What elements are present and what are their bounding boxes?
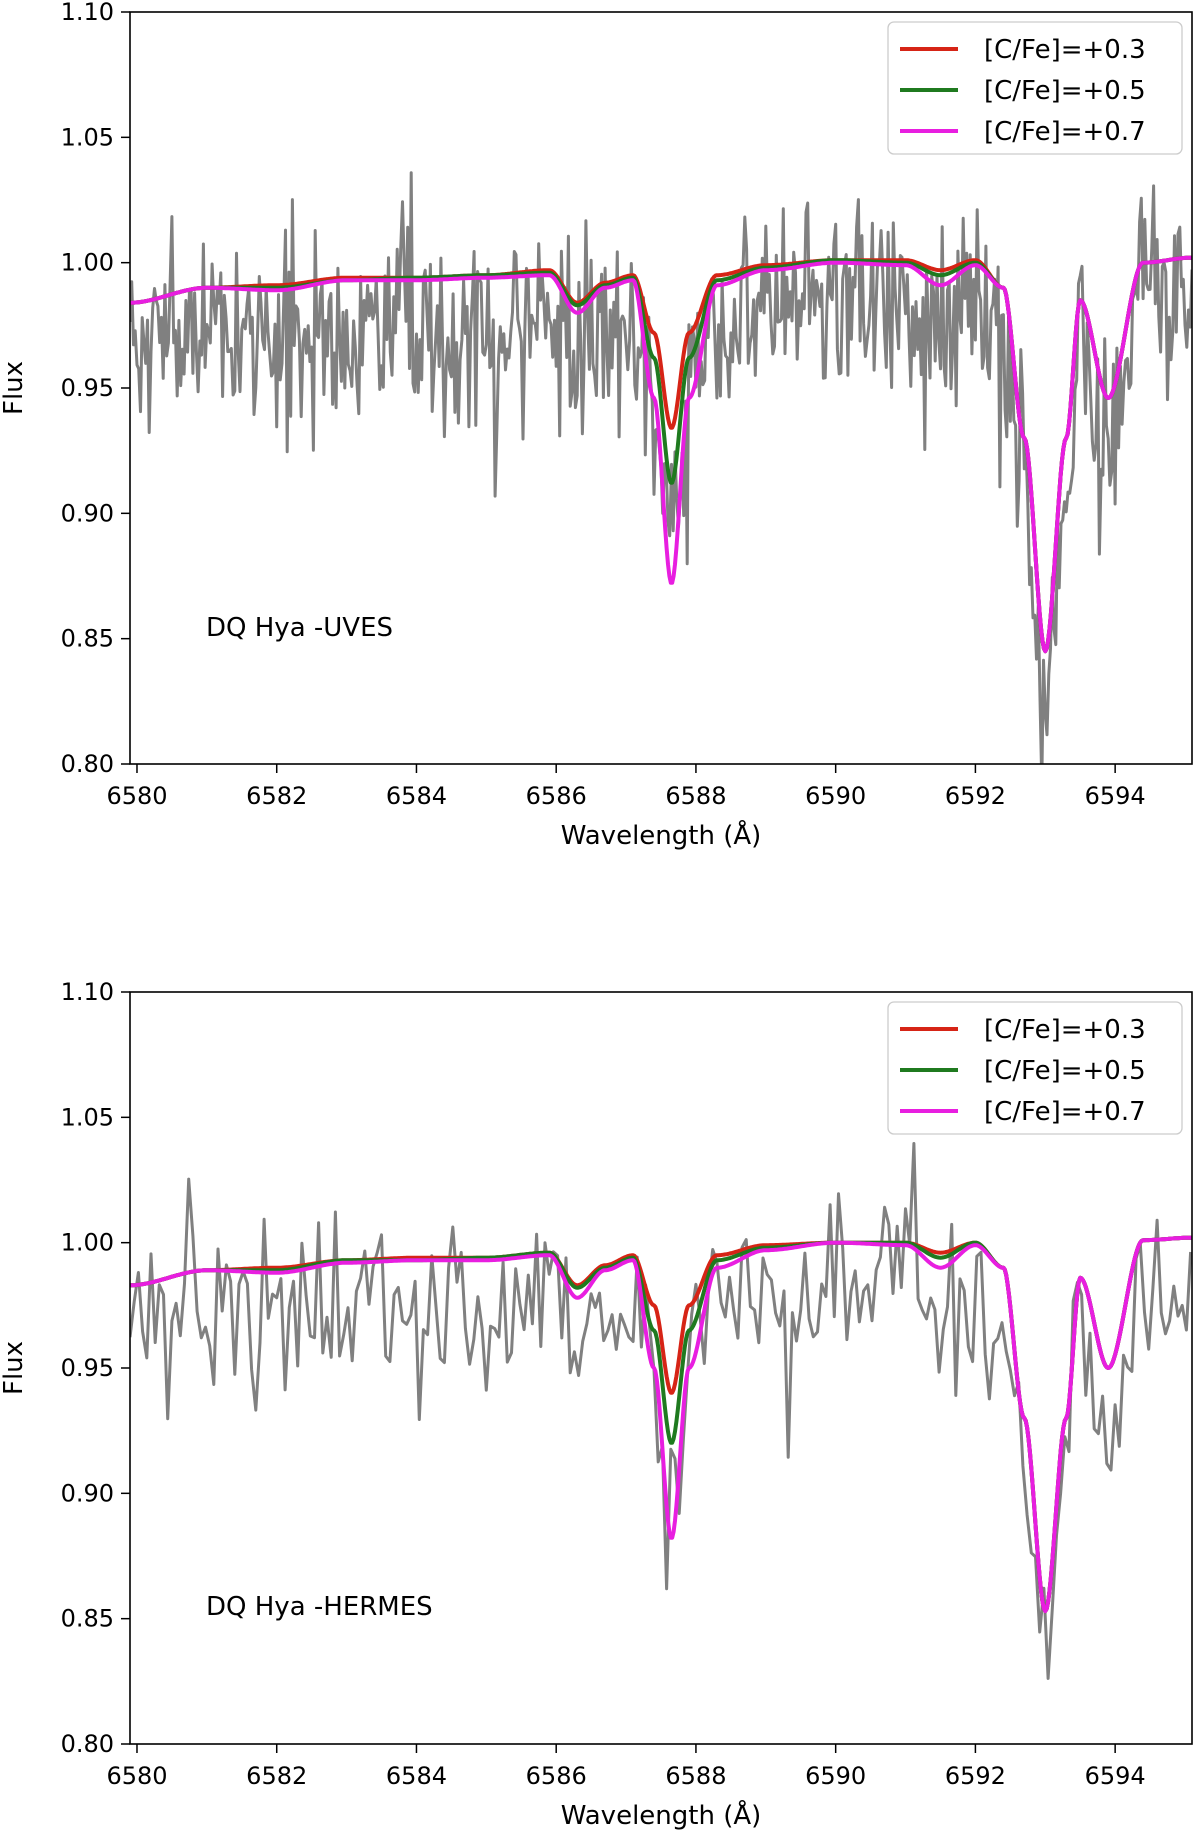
uves-model-line-3 (130, 255, 1192, 654)
uves-model-spectra (130, 255, 1192, 654)
uves-x-tick-label: 6592 (945, 782, 1006, 810)
uves-x-tick-label: 6586 (526, 782, 587, 810)
uves-y-tick-label: 0.85 (61, 625, 114, 653)
hermes-x-tick-label: 6580 (106, 1762, 167, 1790)
uves-y-tick-label: 0.80 (61, 750, 114, 778)
hermes-y-tick-label: 0.90 (61, 1479, 114, 1507)
uves-y-tick-label: 1.00 (61, 249, 114, 277)
hermes-x-tick-label: 6594 (1085, 1762, 1146, 1790)
uves-ticks: 6580 6582 6584 6586 6588 6590 6592 6594 0.80 0.85… (61, 0, 1146, 810)
uves-x-tick-label: 6580 (106, 782, 167, 810)
hermes-x-tick-label: 6582 (246, 1762, 307, 1790)
uves-plot-frame (129, 11, 1193, 765)
uves-legend-label: [C/Fe]=+0.3 (984, 35, 1146, 65)
uves-legend-box (887, 21, 1183, 155)
hermes-y-tick-label: 0.80 (61, 1730, 114, 1758)
hermes-x-tick-label: 6592 (945, 1762, 1006, 1790)
hermes-y-tick-label: 1.10 (61, 978, 114, 1006)
uves-y-tick-label: 0.90 (61, 499, 114, 527)
uves-x-axis-label: Wavelength (Å) (561, 819, 762, 851)
hermes-y-tick-label: 1.05 (61, 1103, 114, 1131)
hermes-x-axis-label: Wavelength (Å) (561, 1799, 762, 1830)
hermes-legend-box (887, 1001, 1183, 1135)
hermes-x-tick-label: 6590 (805, 1762, 866, 1790)
hermes-observed-spectrum (130, 1142, 1192, 1680)
hermes-legend-label: [C/Fe]=+0.3 (984, 1015, 1146, 1045)
hermes-ticks: 6580 6582 6584 6586 6588 6590 6592 6594 0.80 0.85… (61, 978, 1146, 1790)
hermes-x-tick-label: 6584 (386, 1762, 447, 1790)
hermes-y-axis-label: Flux (0, 1341, 29, 1395)
hermes-x-tick-label: 6586 (526, 1762, 587, 1790)
uves-panel: 6580 6582 6584 6586 6588 6590 6592 6594 0.80 0.85… (0, 0, 1193, 851)
uves-legend: [C/Fe]=+0.3 [C/Fe]=+0.5 [C/Fe]=+0.7 (887, 21, 1183, 155)
uves-y-tick-label: 1.05 (61, 123, 114, 151)
hermes-model-line-3 (130, 1235, 1192, 1614)
uves-y-tick-label: 1.10 (61, 0, 114, 26)
hermes-y-tick-label: 0.95 (61, 1354, 114, 1382)
uves-x-tick-label: 6594 (1085, 782, 1146, 810)
hermes-plot-frame (129, 991, 1193, 1745)
uves-annotation: DQ Hya -UVES (206, 613, 393, 643)
hermes-y-tick-label: 0.85 (61, 1605, 114, 1633)
hermes-legend-label: [C/Fe]=+0.5 (984, 1056, 1146, 1086)
uves-y-axis-label: Flux (0, 361, 29, 415)
uves-y-tick-label: 0.95 (61, 374, 114, 402)
hermes-y-tick-label: 1.00 (61, 1229, 114, 1257)
hermes-x-tick-label: 6588 (665, 1762, 726, 1790)
uves-x-tick-label: 6588 (665, 782, 726, 810)
uves-x-tick-label: 6590 (805, 782, 866, 810)
hermes-legend: [C/Fe]=+0.3 [C/Fe]=+0.5 [C/Fe]=+0.7 (887, 1001, 1183, 1135)
hermes-panel: 6580 6582 6584 6586 6588 6590 6592 6594 0.80 0.85… (0, 978, 1193, 1830)
uves-x-tick-label: 6584 (386, 782, 447, 810)
hermes-model-spectra (130, 1235, 1192, 1614)
uves-x-tick-label: 6582 (246, 782, 307, 810)
uves-legend-label: [C/Fe]=+0.7 (984, 117, 1146, 147)
uves-legend-label: [C/Fe]=+0.5 (984, 76, 1146, 106)
hermes-annotation: DQ Hya -HERMES (206, 1592, 433, 1622)
hermes-legend-label: [C/Fe]=+0.7 (984, 1097, 1146, 1127)
hermes-observed-line (130, 1142, 1192, 1680)
